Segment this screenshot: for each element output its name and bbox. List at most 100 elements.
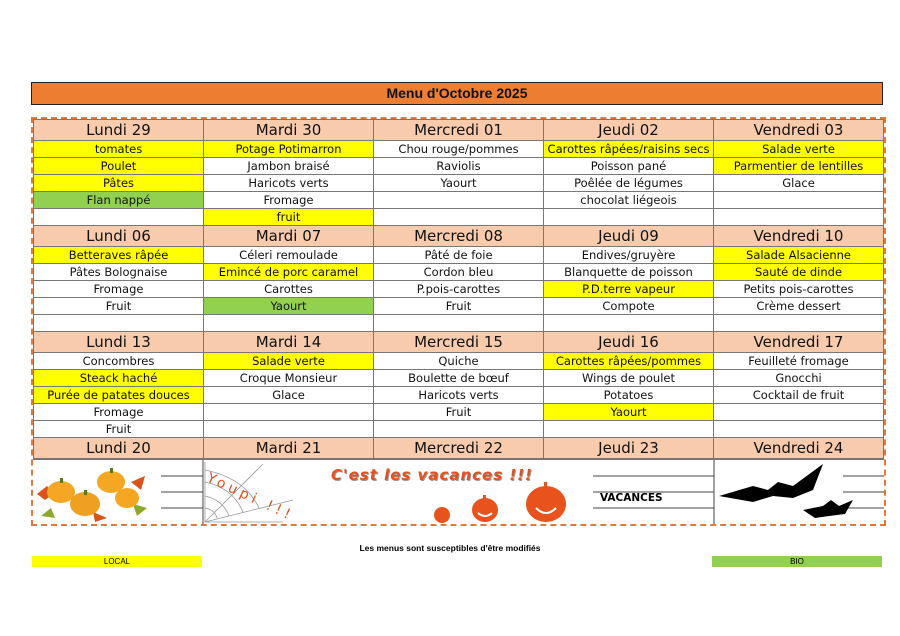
day-header: Jeudi 23 xyxy=(543,437,714,459)
menu-item xyxy=(543,314,714,332)
menu-item: Gnocchi xyxy=(713,369,884,387)
menu-item: fruit xyxy=(203,208,374,226)
menu-item xyxy=(203,420,374,438)
menu-item: Glace xyxy=(203,386,374,404)
menu-item: Fruit xyxy=(373,403,544,421)
disclaimer-note: Les menus sont susceptibles d'être modif… xyxy=(359,543,541,553)
day-header: Jeudi 16 xyxy=(543,331,714,353)
menu-item: Purée de patates douces xyxy=(33,386,204,404)
menu-item: Poulet xyxy=(33,157,204,175)
menu-item: Carottes râpées/raisins secs xyxy=(543,140,714,158)
menu-item: Wings de poulet xyxy=(543,369,714,387)
menu-row: Concombres Salade verte Quiche Carottes râp… xyxy=(33,352,884,370)
menu-item: Haricots verts xyxy=(373,386,544,404)
day-header: Mercredi 08 xyxy=(373,225,544,247)
menu-item: Parmentier de lentilles xyxy=(713,157,884,175)
menu-item: Petits pois-carottes xyxy=(713,280,884,298)
menu-item: Flan nappé xyxy=(33,191,204,209)
menu-item xyxy=(713,314,884,332)
menu-item: Potage Potimarron xyxy=(203,140,374,158)
legend-local: LOCAL xyxy=(32,556,202,567)
menu-item xyxy=(373,208,544,226)
week-header-row: Lundi 13 Mardi 14 Mercredi 15 Jeudi 16 Vendr… xyxy=(33,331,884,353)
day-header: Jeudi 02 xyxy=(543,119,714,141)
menu-row: Steack haché Croque Monsieur Boulette de b… xyxy=(33,369,884,387)
menu-item: Yaourt xyxy=(543,403,714,421)
menu-item xyxy=(543,208,714,226)
day-header: Mercredi 15 xyxy=(373,331,544,353)
day-header: Mercredi 22 xyxy=(373,437,544,459)
menu-table: Lundi 29 Mardi 30 Mercredi 01 Jeudi 02 Vendr… xyxy=(31,117,886,526)
menu-item: Fromage xyxy=(203,191,374,209)
week-header-row: Lundi 06 Mardi 07 Mercredi 08 Jeudi 09 Vendr… xyxy=(33,225,884,247)
menu-item: Poisson pané xyxy=(543,157,714,175)
menu-item: Yaourt xyxy=(203,297,374,315)
pumpkins-leaves-icon xyxy=(37,468,147,522)
menu-item: Salade verte xyxy=(713,140,884,158)
day-header: Jeudi 09 xyxy=(543,225,714,247)
bats-icon xyxy=(719,464,853,518)
menu-row: Pâtes Haricots verts Yaourt Poêlée de légum… xyxy=(33,174,884,192)
menu-item: Carottes xyxy=(203,280,374,298)
menu-item: Steack haché xyxy=(33,369,204,387)
menu-item: Crème dessert xyxy=(713,297,884,315)
week-header-row: Lundi 20 Mardi 21 Mercredi 22 Jeudi 23 Vendr… xyxy=(33,437,884,459)
menu-item xyxy=(203,314,374,332)
menu-item xyxy=(203,403,374,421)
menu-row: Pâtes Bolognaise Emincé de porc caramel Co… xyxy=(33,263,884,281)
menu-item: Concombres xyxy=(33,352,204,370)
menu-row: Fromage Fruit Yaourt xyxy=(33,403,884,421)
day-header: Vendredi 17 xyxy=(713,331,884,353)
holiday-banner: C'est les vacances !!! xyxy=(331,466,533,484)
menu-item xyxy=(713,208,884,226)
day-header: Mercredi 01 xyxy=(373,119,544,141)
menu-item xyxy=(373,314,544,332)
day-header: Mardi 21 xyxy=(203,437,374,459)
menu-item: Boulette de bœuf xyxy=(373,369,544,387)
menu-item: Pâtes Bolognaise xyxy=(33,263,204,281)
menu-item xyxy=(33,208,204,226)
menu-row: Fromage Carottes P.pois-carottes P.D.terre … xyxy=(33,280,884,298)
menu-item: Fruit xyxy=(373,297,544,315)
menu-item: Cordon bleu xyxy=(373,263,544,281)
menu-item: Compote xyxy=(543,297,714,315)
day-header: Vendredi 10 xyxy=(713,225,884,247)
menu-item: Haricots verts xyxy=(203,174,374,192)
menu-item: Fromage xyxy=(33,280,204,298)
menu-item xyxy=(33,314,204,332)
menu-item: Salade Alsacienne xyxy=(713,246,884,264)
menu-row: Purée de patates douces Glace Haricots ver… xyxy=(33,386,884,404)
menu-item: Quiche xyxy=(373,352,544,370)
menu-item: Feuilleté fromage xyxy=(713,352,884,370)
jack-o-lanterns-icon xyxy=(434,482,566,523)
menu-row: Fruit xyxy=(33,420,884,438)
menu-item: Fruit xyxy=(33,297,204,315)
menu-row: tomates Potage Potimarron Chou rouge/pomme… xyxy=(33,140,884,158)
day-header: Lundi 29 xyxy=(33,119,204,141)
menu-item: Glace xyxy=(713,174,884,192)
menu-row xyxy=(33,314,884,332)
menu-item: Salade verte xyxy=(203,352,374,370)
menu-item: P.pois-carottes xyxy=(373,280,544,298)
menu-item: Endives/gruyère xyxy=(543,246,714,264)
day-header: Vendredi 24 xyxy=(713,437,884,459)
menu-item: Yaourt xyxy=(373,174,544,192)
menu-item: Raviolis xyxy=(373,157,544,175)
menu-item: Carottes râpées/pommes xyxy=(543,352,714,370)
menu-item xyxy=(713,420,884,438)
menu-item: Croque Monsieur xyxy=(203,369,374,387)
menu-item: Pâté de foie xyxy=(373,246,544,264)
menu-item: Sauté de dinde xyxy=(713,263,884,281)
menu-item: Poêlée de légumes xyxy=(543,174,714,192)
day-header: Vendredi 03 xyxy=(713,119,884,141)
menu-item: Fruit xyxy=(33,420,204,438)
day-header: Lundi 06 xyxy=(33,225,204,247)
menu-item: Chou rouge/pommes xyxy=(373,140,544,158)
menu-item: chocolat liégeois xyxy=(543,191,714,209)
menu-item: Pâtes xyxy=(33,174,204,192)
menu-item xyxy=(543,420,714,438)
menu-item: Cocktail de fruit xyxy=(713,386,884,404)
menu-item xyxy=(713,403,884,421)
day-header: Lundi 13 xyxy=(33,331,204,353)
day-header: Mardi 07 xyxy=(203,225,374,247)
